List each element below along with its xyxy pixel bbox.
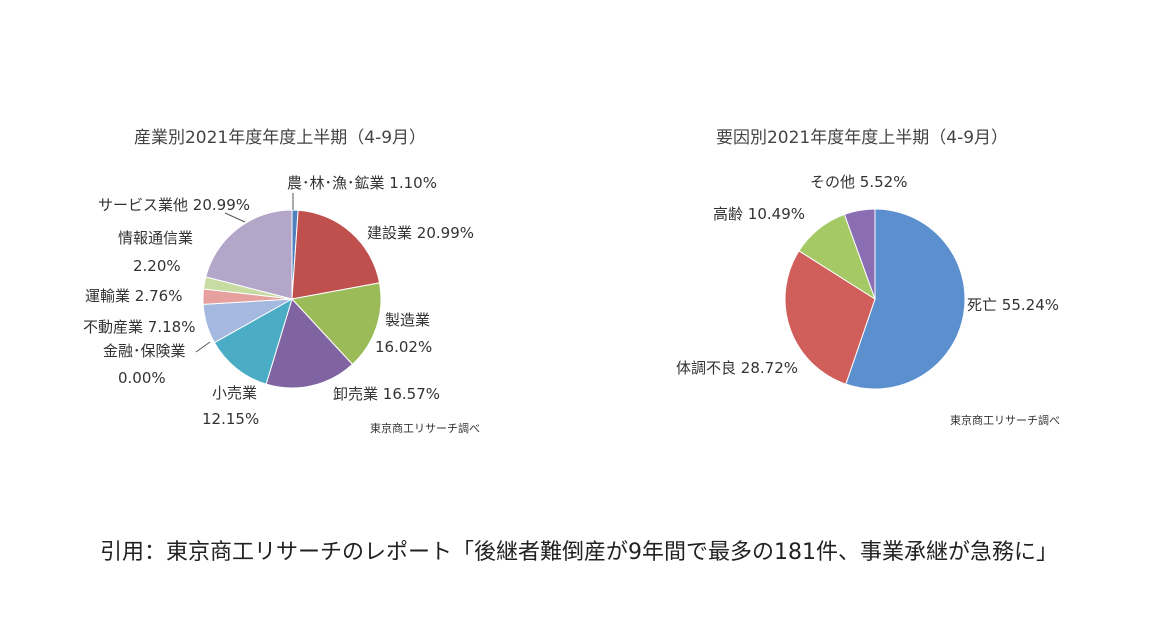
chart2-slice-0 [845, 208, 966, 390]
chart1-label-transport: 運輸業 2.76% [85, 287, 182, 305]
chart2-label-elderly: 高齢 10.49% [713, 205, 805, 223]
chart1-label-finance: 金融･保険業 [103, 342, 186, 360]
chart1-slice-2 [291, 282, 382, 366]
chart1-leader-finance [195, 341, 211, 353]
chart1-label-service: サービス業他 20.99% [98, 196, 250, 214]
chart1-slice-3 [265, 298, 354, 389]
chart1-value-finance: 0.00% [118, 369, 166, 387]
chart1-value-manufacturing: 16.02% [375, 338, 432, 356]
chart2-slice-3 [843, 208, 876, 300]
chart1-label-construction: 建設業 20.99% [367, 224, 474, 242]
chart1-value-ict: 2.20% [133, 257, 181, 275]
chart1-slice-1 [291, 209, 381, 300]
chart1-label-wholesale: 卸売業 16.57% [333, 385, 440, 403]
chart1-slice-9 [205, 209, 293, 300]
chart2-title: 要因別2021年度年度上半期（4-9月） [716, 128, 1008, 148]
chart2-source: 東京商工リサーチ調べ [950, 413, 1060, 427]
chart1-label-retail: 小売業 [212, 384, 257, 402]
chart2-slice-1 [784, 250, 876, 385]
chart2-label-other: その他 5.52% [810, 173, 907, 191]
chart1-leader-service [224, 212, 246, 223]
chart2-label-death: 死亡 55.24% [967, 296, 1059, 314]
chart2-pie [784, 208, 966, 390]
chart1-title: 産業別2021年度年度上半期（4-9月） [134, 128, 426, 148]
citation-caption: 引用：東京商工リサーチのレポート「後継者難倒産が9年間で最多の181件、事業承継… [100, 540, 1058, 565]
chart1-pie [202, 209, 382, 389]
chart1-source: 東京商工リサーチ調べ [370, 421, 480, 435]
chart1-slice-4 [213, 297, 293, 385]
chart1-value-retail: 12.15% [202, 410, 259, 428]
chart1-label-ict: 情報通信業 [118, 229, 193, 247]
chart1-label-agriculture: 農･林･漁･鉱業 1.10% [287, 174, 437, 192]
chart1-label-realestate: 不動産業 7.18% [83, 318, 195, 336]
chart2-label-illness: 体調不良 28.72% [676, 359, 798, 377]
chart1-label-manufacturing: 製造業 [385, 311, 430, 329]
